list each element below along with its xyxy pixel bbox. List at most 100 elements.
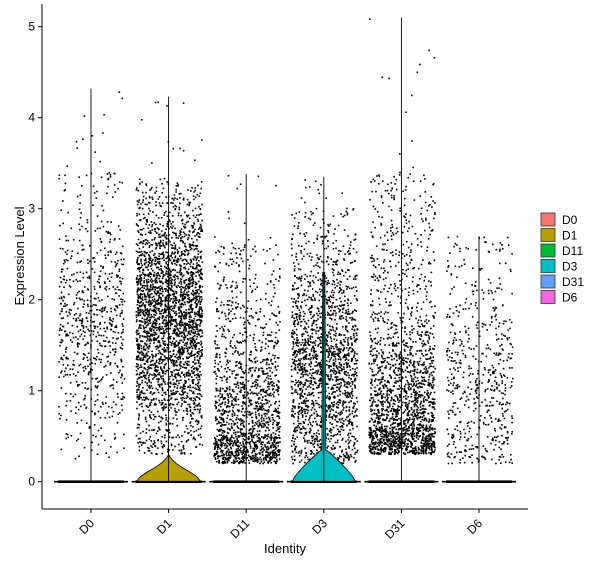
data-point [193, 311, 196, 314]
data-point [151, 335, 153, 337]
data-point [59, 313, 61, 315]
data-point [192, 263, 195, 265]
data-point [252, 447, 255, 450]
data-point [138, 267, 140, 269]
data-point [136, 380, 138, 383]
data-point [200, 351, 203, 354]
data-point [148, 207, 150, 210]
data-point [199, 301, 202, 304]
data-point [240, 422, 242, 425]
data-point [68, 311, 70, 314]
data-point [158, 268, 160, 271]
data-point [104, 340, 107, 342]
data-point [152, 280, 154, 282]
data-point [158, 341, 161, 344]
data-point [231, 372, 233, 375]
data-point [193, 354, 195, 356]
data-point [94, 297, 97, 300]
data-point [236, 460, 239, 462]
data-point [262, 248, 265, 251]
data-point [195, 345, 197, 347]
data-point [199, 308, 201, 310]
data-point [168, 409, 170, 411]
data-point [153, 337, 156, 339]
data-point [111, 415, 114, 418]
data-point [239, 361, 241, 363]
data-point [152, 355, 154, 357]
data-point [265, 459, 267, 461]
data-point [188, 327, 190, 330]
data-point [88, 275, 91, 278]
data-point [83, 303, 85, 305]
data-point [70, 227, 73, 230]
data-point [122, 331, 124, 333]
data-point [199, 285, 201, 287]
data-point [172, 343, 175, 345]
data-point [148, 450, 151, 452]
data-point [183, 397, 186, 400]
data-point [184, 334, 186, 337]
data-point [251, 375, 253, 377]
data-point [264, 456, 267, 459]
data-point [216, 446, 219, 448]
data-point [151, 324, 153, 327]
data-point [220, 428, 223, 431]
data-point [260, 402, 262, 404]
data-point [195, 338, 198, 340]
data-point [107, 355, 110, 358]
data-point [269, 459, 272, 462]
data-point [145, 326, 147, 329]
data-point [157, 328, 160, 330]
data-point [139, 334, 141, 337]
data-point [194, 283, 197, 286]
data-point [156, 232, 158, 234]
data-point [228, 454, 230, 457]
data-point [199, 427, 202, 430]
data-point [166, 330, 168, 333]
data-point [82, 276, 85, 279]
data-point [150, 445, 152, 447]
data-point [107, 185, 109, 188]
data-point [146, 397, 148, 400]
data-point [242, 440, 244, 443]
data-point [142, 199, 144, 201]
data-point [137, 363, 139, 366]
data-point [154, 323, 157, 325]
data-point [274, 361, 277, 363]
data-point [174, 262, 176, 265]
data-point [160, 230, 163, 232]
outlier-point [154, 101, 157, 104]
data-point [153, 274, 155, 276]
data-point [180, 365, 182, 367]
data-point [158, 371, 161, 374]
data-point [277, 253, 279, 256]
data-point [121, 404, 123, 407]
data-point [75, 374, 77, 377]
data-point [221, 393, 224, 396]
data-point [153, 262, 156, 265]
data-point [215, 406, 217, 408]
data-point [183, 282, 186, 284]
data-point [238, 270, 241, 273]
data-point [272, 413, 274, 416]
data-point [196, 257, 198, 260]
data-point [183, 328, 185, 331]
data-point [148, 296, 151, 299]
data-point [191, 328, 194, 330]
data-point [100, 379, 102, 381]
data-point [275, 453, 278, 455]
data-point [200, 395, 203, 397]
data-point [192, 243, 194, 246]
data-point [147, 288, 149, 290]
data-point [239, 316, 242, 319]
data-point [152, 339, 155, 341]
data-point [252, 367, 254, 369]
data-point [181, 366, 184, 368]
data-point [259, 405, 261, 408]
data-point [174, 281, 177, 284]
data-point [105, 230, 108, 233]
data-point [85, 316, 88, 319]
data-point [201, 335, 203, 337]
data-point [252, 382, 254, 384]
data-point [153, 392, 156, 394]
